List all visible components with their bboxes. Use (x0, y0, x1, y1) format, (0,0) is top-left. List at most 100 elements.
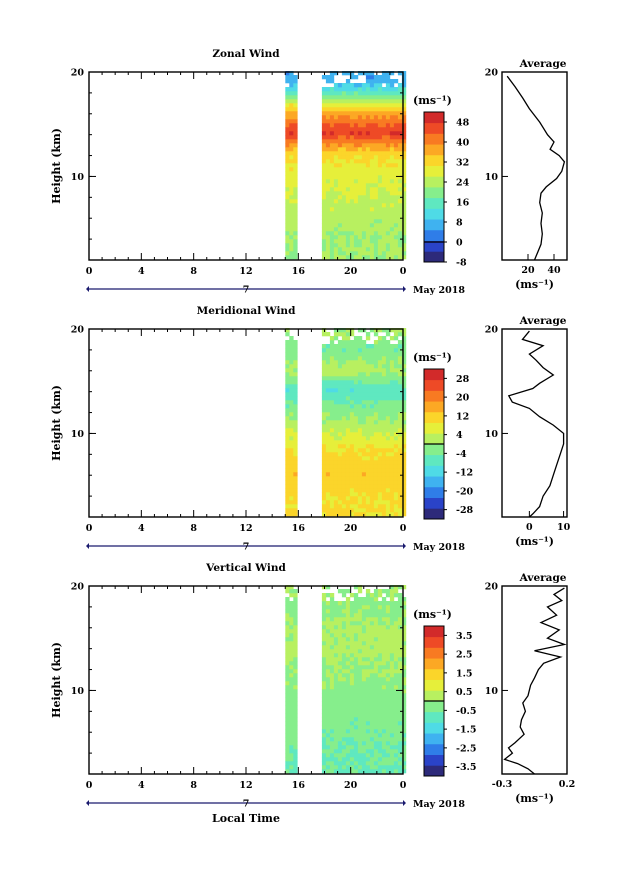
heatmap-cell (285, 645, 290, 650)
heatmap-cell (381, 416, 387, 421)
heatmap-cell (401, 348, 407, 353)
heatmap-cell (345, 255, 351, 260)
heatmap-cell (381, 476, 387, 481)
heatmap-cell (389, 372, 395, 377)
heatmap-cell (397, 159, 403, 164)
heatmap-cell (365, 504, 371, 509)
heatmap-cell (389, 741, 395, 746)
heatmap-cell (321, 452, 327, 457)
heatmap-cell (357, 729, 363, 734)
heatmap-cell (401, 388, 407, 393)
heatmap-cell (361, 179, 367, 184)
heatmap-cell (389, 645, 395, 650)
heatmap-cell (325, 372, 331, 377)
heatmap-cell (321, 215, 327, 220)
heatmap-cell (325, 420, 331, 425)
heatmap-cell (389, 195, 395, 200)
heatmap-cell (349, 71, 355, 76)
heatmap-cell (345, 83, 351, 88)
heatmap-cell (289, 717, 294, 722)
heatmap-cell (393, 372, 399, 377)
heatmap-cell (285, 488, 290, 493)
heatmap-cell (369, 231, 375, 236)
heatmap-cell (373, 633, 379, 638)
heatmap-cell (357, 195, 363, 200)
heatmap-cell (369, 613, 375, 618)
heatmap-cell (341, 364, 347, 369)
heatmap-cell (389, 328, 395, 333)
heatmap-cell (365, 452, 371, 457)
heatmap-cell (325, 601, 331, 606)
heatmap-cell (365, 713, 371, 718)
heatmap-cell (329, 171, 335, 176)
heatmap-cell (321, 725, 327, 730)
heatmap-cell (385, 412, 391, 417)
heatmap-cell (357, 665, 363, 670)
heatmap-cell (345, 372, 351, 377)
heatmap-cell (365, 352, 371, 357)
heatmap-cell (329, 79, 335, 84)
heatmap-cell (341, 749, 347, 754)
heatmap-cell (389, 681, 395, 686)
heatmap-cell (373, 512, 379, 517)
heatmap-cell (365, 199, 371, 204)
colorbar-label: -8 (456, 258, 467, 269)
heatmap-cell (321, 400, 327, 405)
heatmap-cell (385, 713, 391, 718)
heatmap-cell (321, 468, 327, 473)
heatmap-cell (353, 175, 359, 180)
heatmap-cell (293, 488, 298, 493)
heatmap-cell (357, 480, 363, 485)
heatmap-cell (373, 223, 379, 228)
heatmap-cell (325, 765, 331, 770)
heatmap-cell (285, 765, 290, 770)
heatmap-cell (357, 484, 363, 489)
heatmap-cell (357, 428, 363, 433)
heatmap-cell (393, 689, 399, 694)
heatmap-cell (385, 464, 391, 469)
heatmap-cell (341, 769, 347, 774)
heatmap-cell (357, 721, 363, 726)
heatmap-cell (353, 223, 359, 228)
heatmap-cell (349, 681, 355, 686)
heatmap-cell (401, 737, 407, 742)
heatmap-cell (289, 661, 294, 666)
heatmap-cell (393, 705, 399, 710)
heatmap-cell (389, 384, 395, 389)
heatmap-cell (333, 653, 339, 658)
heatmap-cell (385, 617, 391, 622)
heatmap-cell (373, 673, 379, 678)
heatmap-cell (381, 412, 387, 417)
colorbar-swatch (424, 433, 444, 445)
heatmap-cell (329, 151, 335, 156)
heatmap-cell (349, 111, 355, 116)
heatmap-cell (345, 123, 351, 128)
heatmap-cell (365, 344, 371, 349)
heatmap-cell (385, 613, 391, 618)
heatmap-cell (373, 103, 379, 108)
heatmap-cell (345, 360, 351, 365)
heatmap-cell (325, 227, 331, 232)
heatmap-cell (353, 464, 359, 469)
month-label: May 2018 (413, 542, 465, 553)
heatmap-cell (337, 613, 343, 618)
heatmap-cell (377, 669, 383, 674)
heatmap-cell (321, 657, 327, 662)
heatmap-cell (361, 617, 367, 622)
heatmap-cell (329, 717, 335, 722)
heatmap-cell (293, 669, 298, 674)
heatmap-cell (285, 500, 290, 505)
heatmap-cell (329, 452, 335, 457)
heatmap-cell (349, 219, 355, 224)
heatmap-cell (325, 605, 331, 610)
heatmap-cell (385, 91, 391, 96)
heatmap-cell (325, 749, 331, 754)
heatmap-cell (337, 472, 343, 477)
heatmap-cell (385, 629, 391, 634)
heatmap-cell (293, 199, 298, 204)
heatmap-cell (373, 384, 379, 389)
heatmap-cell (325, 641, 331, 646)
heatmap-cell (377, 653, 383, 658)
heatmap-cell (357, 765, 363, 770)
heatmap-cell (345, 601, 351, 606)
